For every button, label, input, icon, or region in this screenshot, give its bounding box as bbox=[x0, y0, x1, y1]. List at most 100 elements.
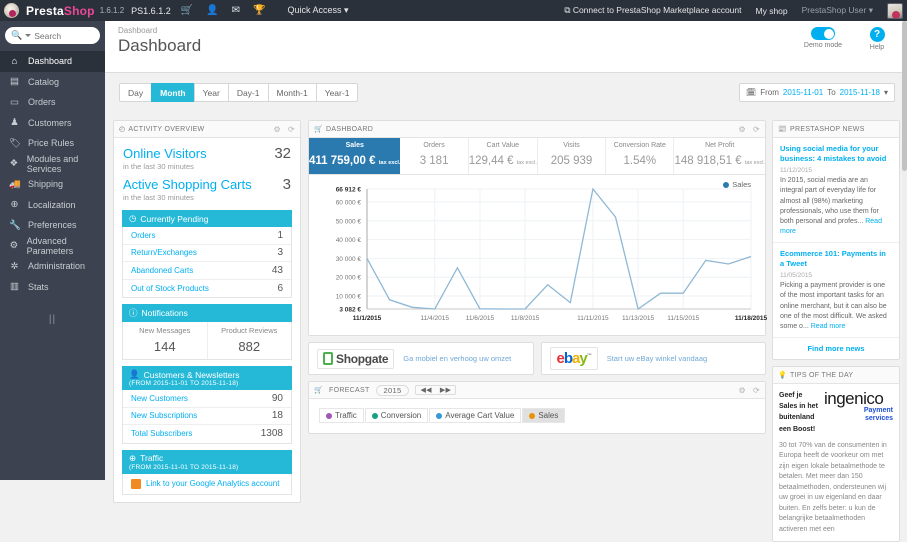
panel-title: ACTIVITY OVERVIEW bbox=[128, 125, 205, 133]
read-more-link[interactable]: Read more bbox=[810, 322, 846, 330]
table-row[interactable]: New Subscriptions 18 bbox=[123, 408, 291, 425]
sidebar-item-price-rules[interactable]: 🏷 Price Rules bbox=[0, 133, 105, 154]
notification-cell[interactable]: Product Reviews 882 bbox=[206, 322, 292, 359]
demo-mode-toggle[interactable]: Demo mode bbox=[803, 27, 843, 51]
forecast-year[interactable]: 2015 bbox=[375, 384, 410, 396]
read-more-link[interactable]: Read more bbox=[780, 217, 882, 235]
forecast-chip-traffic[interactable]: Traffic bbox=[319, 408, 364, 423]
table-row[interactable]: Return/Exchanges 3 bbox=[123, 245, 291, 262]
refresh-icon[interactable]: ⟳ bbox=[752, 385, 760, 395]
topbar-right: ⧉ Connect to PrestaShop Marketplace acco… bbox=[564, 2, 907, 19]
date-preset-day-1[interactable]: Day-1 bbox=[227, 83, 268, 102]
cart-icon[interactable]: 🛒 bbox=[180, 4, 194, 16]
table-row[interactable]: Abandoned Carts 43 bbox=[123, 262, 291, 280]
tips-of-the-day-panel: 💡 TIPS OF THE DAY Geef je Sales in het b… bbox=[772, 366, 900, 542]
find-more-news-link[interactable]: Find more news bbox=[807, 344, 865, 354]
news-title[interactable]: Ecommerce 101: Payments in a Tweet bbox=[780, 249, 886, 269]
kpi-sales[interactable]: Sales 411 759,00 € tax excl. bbox=[309, 138, 401, 174]
kpi-value: 1.54% bbox=[623, 155, 657, 167]
legend-dot-icon bbox=[723, 181, 730, 188]
kpi-net-profit[interactable]: Net Profit 148 918,51 € tax excl. bbox=[674, 138, 765, 174]
person-icon[interactable]: 👤 bbox=[206, 4, 219, 16]
sales-chart[interactable]: Sales 3 082 € 10 000 € 20 000 € 30 000 € 40 … bbox=[309, 175, 767, 335]
prestashop-logo[interactable] bbox=[2, 3, 20, 18]
tips-body[interactable]: Geef je Sales in het buitenland een Boos… bbox=[773, 384, 899, 541]
sidebar-item-catalog[interactable]: ▤ Catalog bbox=[0, 72, 105, 93]
notification-cell[interactable]: New Messages 144 bbox=[123, 322, 207, 359]
date-range-picker[interactable]: 🗓 From 2015-11-01 To 2015-11-18 ▾ bbox=[739, 83, 895, 102]
table-row[interactable]: Out of Stock Products 6 bbox=[123, 280, 291, 298]
sidebar-item-dashboard[interactable]: ⌂ Dashboard bbox=[0, 51, 105, 72]
date-preset-year-1[interactable]: Year-1 bbox=[315, 83, 359, 102]
date-preset-day[interactable]: Day bbox=[119, 83, 152, 102]
forecast-legend: Traffic Conversion Average Cart Value Sa… bbox=[309, 399, 765, 433]
table-row[interactable]: Orders 1 bbox=[123, 227, 291, 245]
kpi-orders[interactable]: Orders 3 181 bbox=[400, 138, 469, 174]
sidebar-item-shipping[interactable]: 🚚 Shipping bbox=[0, 174, 105, 195]
sidebar: 🔍 ⌂ Dashboard ▤ Catalog ▭ Orders ♟ Customers… bbox=[0, 21, 105, 480]
table-row[interactable]: New Customers 90 bbox=[123, 390, 291, 408]
page-scrollbar-track[interactable] bbox=[902, 21, 907, 480]
gear-icon[interactable]: ⚙ bbox=[273, 124, 281, 134]
currently-pending-table: Orders 1 Return/Exchanges 3 Abandoned Ca… bbox=[122, 227, 292, 298]
help-button[interactable]: ? Help bbox=[857, 27, 897, 51]
sidebar-item-preferences[interactable]: 🔧 Preferences bbox=[0, 215, 105, 236]
quick-access-menu[interactable]: Quick Access ▾ bbox=[287, 5, 349, 15]
envelope-icon[interactable]: ✉ bbox=[231, 4, 240, 16]
date-preset-month-1[interactable]: Month-1 bbox=[267, 83, 316, 102]
gear-icon[interactable]: ⚙ bbox=[738, 385, 746, 395]
date-preset-month[interactable]: Month bbox=[151, 83, 194, 102]
search-input[interactable] bbox=[34, 30, 97, 41]
tip-text: 30 tot 70% van de consumenten in Europa … bbox=[779, 441, 887, 533]
forecast-chip-average-cart-value[interactable]: Average Cart Value bbox=[429, 408, 522, 423]
sidebar-item-orders[interactable]: ▭ Orders bbox=[0, 92, 105, 113]
sidebar-item-advanced-parameters[interactable]: ⚙ Advanced Parameters bbox=[0, 236, 105, 257]
help-label: Help bbox=[869, 44, 885, 51]
activity-overview-panel: ◴ ACTIVITY OVERVIEW ⚙ ⟳ Online Visitors … bbox=[113, 120, 301, 503]
gear-icon[interactable]: ⚙ bbox=[738, 124, 746, 134]
ga-link-label: Link to your Google Analytics account bbox=[146, 479, 280, 488]
sidebar-item-stats[interactable]: ▥ Stats bbox=[0, 277, 105, 298]
kpi-visits[interactable]: Visits 205 939 bbox=[538, 138, 607, 174]
kpi-cart-value[interactable]: Cart Value 129,44 € tax excl. bbox=[469, 138, 538, 174]
sidebar-item-modules-and-services[interactable]: ❖ Modules and Services bbox=[0, 154, 105, 175]
kpi-conversion-rate[interactable]: Conversion Rate 1.54% bbox=[606, 138, 675, 174]
user-menu[interactable]: PrestaShop User ▾ bbox=[801, 5, 873, 15]
forecast-chip-sales[interactable]: Sales bbox=[522, 408, 566, 423]
chevron-down-icon[interactable] bbox=[25, 34, 32, 37]
chip-label: Conversion bbox=[380, 411, 422, 420]
avatar[interactable] bbox=[887, 2, 903, 19]
traffic-table: Link to your Google Analytics account bbox=[122, 473, 292, 495]
news-title[interactable]: Using social media for your business: 4 … bbox=[780, 144, 887, 164]
google-analytics-link[interactable]: Link to your Google Analytics account bbox=[123, 474, 291, 494]
news-item[interactable]: Ecommerce 101: Payments in a Tweet 11/05… bbox=[773, 243, 899, 339]
sidebar-item-label: Advanced Parameters bbox=[26, 235, 74, 256]
marketplace-link[interactable]: ⧉ Connect to PrestaShop Marketplace acco… bbox=[564, 5, 742, 15]
table-row[interactable]: Total Subscribers 1308 bbox=[123, 425, 291, 443]
sidebar-item-customers[interactable]: ♟ Customers bbox=[0, 113, 105, 134]
promo-ebay[interactable]: ebay™ Start uw eBay winkel vandaag bbox=[540, 342, 766, 375]
news-item[interactable]: Using social media for your business: 4 … bbox=[773, 138, 899, 244]
svg-text:10 000 €: 10 000 € bbox=[336, 293, 362, 300]
refresh-icon[interactable]: ⟳ bbox=[287, 124, 295, 134]
sidebar-item-localization[interactable]: ⊕ Localization bbox=[0, 195, 105, 216]
forecast-chip-conversion[interactable]: Conversion bbox=[364, 408, 429, 423]
toggle-switch[interactable] bbox=[811, 27, 835, 40]
chevron-down-icon[interactable]: ▾ bbox=[883, 88, 888, 97]
sidebar-collapse-button[interactable]: || bbox=[48, 314, 57, 325]
sidebar-item-administration[interactable]: ✲ Administration bbox=[0, 256, 105, 277]
refresh-icon[interactable]: ⟳ bbox=[752, 124, 760, 134]
promo-text: Ga mobiel en verhoog uw omzet bbox=[403, 354, 512, 363]
sidebar-item-label: Dashboard bbox=[28, 56, 73, 67]
trophy-icon[interactable]: 🏆 bbox=[253, 4, 266, 16]
chart-legend[interactable]: Sales bbox=[723, 180, 751, 189]
my-shop-link[interactable]: My shop bbox=[755, 5, 788, 16]
svg-text:3 082 €: 3 082 € bbox=[339, 307, 361, 314]
prev-button[interactable]: ◀◀ bbox=[420, 387, 432, 394]
page-scrollbar-thumb[interactable] bbox=[902, 21, 907, 171]
kpi-tax-note: tax excl. bbox=[744, 160, 765, 166]
promo-shopgate[interactable]: Shopgate Ga mobiel en verhoog uw omzet bbox=[308, 342, 534, 375]
date-preset-year[interactable]: Year bbox=[193, 83, 228, 102]
panel-title: PRESTASHOP NEWS bbox=[790, 125, 865, 133]
next-button[interactable]: ▶▶ bbox=[439, 387, 452, 394]
